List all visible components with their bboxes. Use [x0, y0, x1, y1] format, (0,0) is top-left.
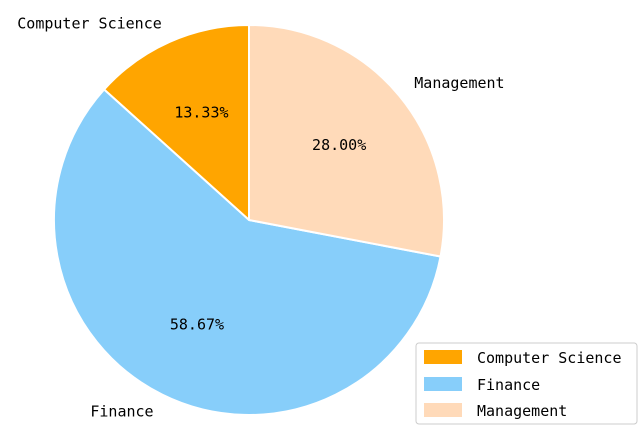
pie-category-labels: Computer Science Finance Management	[17, 15, 504, 421]
pie-category-label-finance: Finance	[90, 403, 153, 421]
pie-slices	[53, 24, 445, 416]
pie-slice-management	[248, 24, 445, 258]
legend-label-management: Management	[477, 402, 567, 420]
legend-label-finance: Finance	[477, 376, 540, 394]
legend-swatch-finance	[424, 377, 462, 391]
pie-category-label-management: Management	[414, 74, 504, 92]
pie-slice-finance	[53, 88, 442, 416]
pie-slice-computer-science	[103, 24, 250, 221]
legend-swatch-management	[424, 403, 462, 417]
legend-box	[415, 342, 638, 425]
legend-swatch-computer-science	[424, 350, 462, 364]
pie-percent-label-computer-science: 13.33%	[174, 104, 228, 122]
legend: Computer Science Finance Management	[415, 342, 638, 425]
pie-category-label-computer-science: Computer Science	[17, 15, 162, 33]
legend-label-computer-science: Computer Science	[477, 349, 622, 367]
pie-percent-label-management: 28.00%	[312, 136, 366, 154]
pie-percent-label-finance: 58.67%	[170, 315, 224, 333]
pie-percent-labels: 13.33% 58.67% 28.00%	[170, 104, 366, 334]
